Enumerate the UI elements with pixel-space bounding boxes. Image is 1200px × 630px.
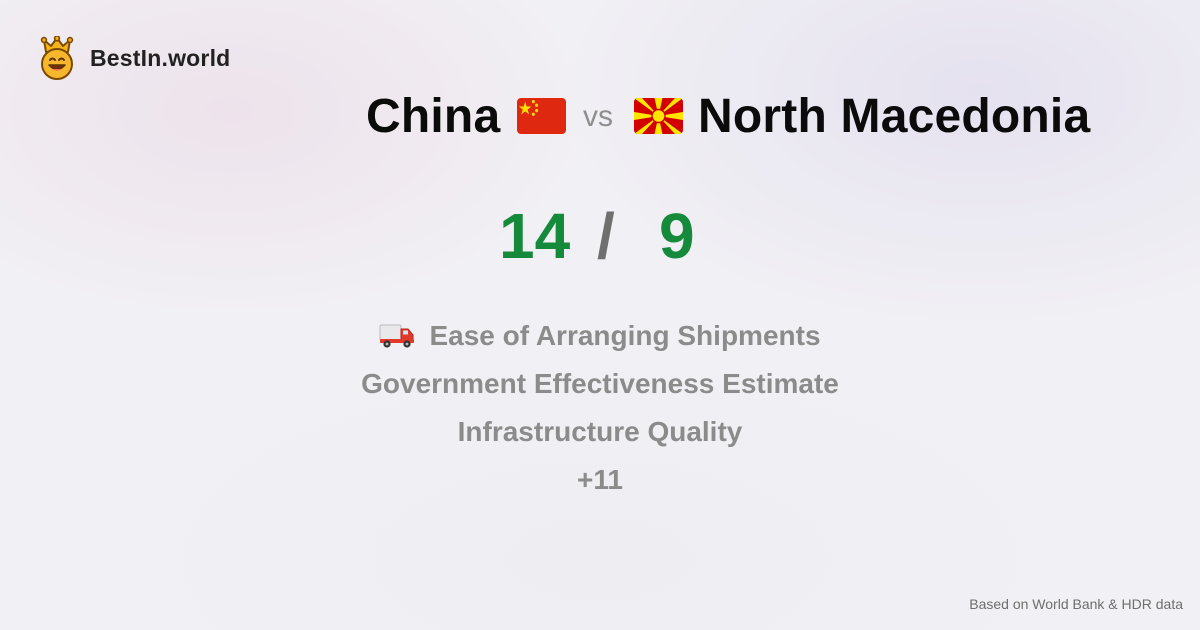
data-source-note: Based on World Bank & HDR data [969, 596, 1183, 612]
metrics-list: Ease of Arranging Shipments Government E… [0, 312, 1200, 504]
metric-label: Ease of Arranging Shipments [429, 320, 821, 351]
score-country-a: 14 [499, 200, 571, 272]
score-separator: / [597, 200, 615, 272]
metric-item[interactable]: Ease of Arranging Shipments [0, 312, 1200, 360]
north-macedonia-flag-icon [634, 98, 683, 134]
delivery-truck-icon [379, 324, 415, 348]
country-a-name[interactable]: China [366, 90, 501, 143]
more-metrics-count[interactable]: +11 [577, 464, 623, 495]
vs-label: vs [583, 100, 613, 133]
score-country-b: 9 [659, 200, 695, 272]
comparison-title: China vs North Macedonia [0, 84, 1200, 150]
score-row: 14 / 9 [0, 196, 1200, 276]
crowned-smiley-icon [40, 36, 74, 80]
metric-item[interactable]: Government Effectiveness Estimate [361, 368, 839, 399]
metric-item[interactable]: Infrastructure Quality [457, 416, 743, 447]
country-b-name[interactable]: North Macedonia [698, 90, 1091, 143]
brand-name: BestIn.world [90, 44, 231, 71]
china-flag-icon [517, 98, 566, 134]
brand-logo[interactable]: BestIn.world [38, 36, 230, 80]
